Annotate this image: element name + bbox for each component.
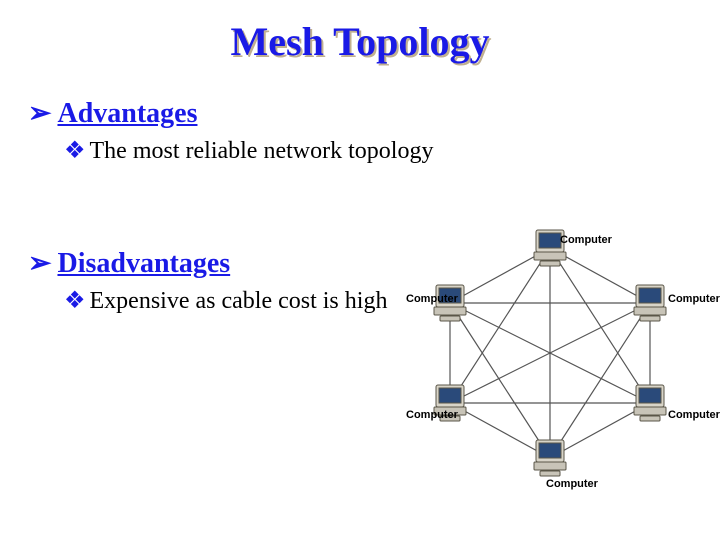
computer-label: Computer xyxy=(668,293,720,305)
disadvantages-heading: ➢Disadvantages xyxy=(28,246,230,280)
computer-icon xyxy=(634,385,666,421)
computer-label: Computer xyxy=(668,409,720,421)
arrow-bullet-icon: ➢ xyxy=(28,246,51,280)
diamond-bullet-icon: ❖ xyxy=(64,136,86,165)
disadvantages-item-text: Expensive as cable cost is high xyxy=(90,288,388,314)
slide-title: Mesh Topology xyxy=(0,18,720,65)
computer-icon xyxy=(634,285,666,321)
computer-label: Computer xyxy=(406,293,458,305)
advantages-item: ❖The most reliable network topology xyxy=(64,136,433,165)
advantages-heading-text: Advantages xyxy=(57,98,197,129)
disadvantages-heading-text: Disadvantages xyxy=(57,248,230,279)
computer-label: Computer xyxy=(560,234,612,246)
computer-label: Computer xyxy=(406,409,458,421)
slide: Mesh Topology ➢Advantages ❖The most reli… xyxy=(0,0,720,540)
computer-icon xyxy=(534,440,566,476)
arrow-bullet-icon: ➢ xyxy=(28,96,51,130)
computer-label: Computer xyxy=(546,478,598,490)
mesh-svg xyxy=(420,228,710,508)
diamond-bullet-icon: ❖ xyxy=(64,286,86,315)
mesh-diagram: ComputerComputerComputerComputerComputer… xyxy=(420,228,710,508)
advantages-item-text: The most reliable network topology xyxy=(90,138,434,164)
disadvantages-item: ❖Expensive as cable cost is high xyxy=(64,286,387,315)
advantages-heading: ➢Advantages xyxy=(28,96,197,130)
